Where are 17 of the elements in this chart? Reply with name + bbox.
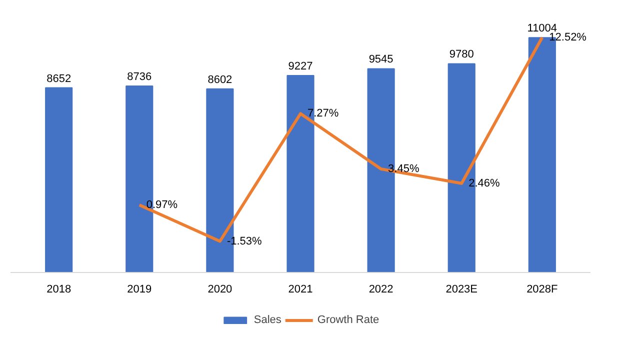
data-label: 9545	[368, 54, 394, 66]
x-tick-label: 2019	[127, 284, 152, 296]
data-label: 9227	[288, 60, 313, 73]
x-tick-label: 2021	[288, 284, 313, 296]
x-tick-label: 2028F	[526, 284, 558, 296]
legend-label: Growth Rate	[317, 314, 380, 326]
x-tick-label: 2022	[368, 284, 394, 296]
data-label: 8736	[127, 71, 152, 84]
x-tick-label: 2020	[208, 284, 232, 296]
x-tick-label: 2018	[46, 284, 72, 296]
legend-label: Sales	[254, 314, 282, 326]
data-label: 8652	[46, 72, 72, 85]
bar	[45, 87, 73, 274]
data-label: 9780	[449, 48, 474, 61]
data-label: 8602	[208, 74, 232, 86]
data-label: 12.52%	[549, 32, 587, 44]
x-tick-label: 2023E	[446, 284, 478, 296]
